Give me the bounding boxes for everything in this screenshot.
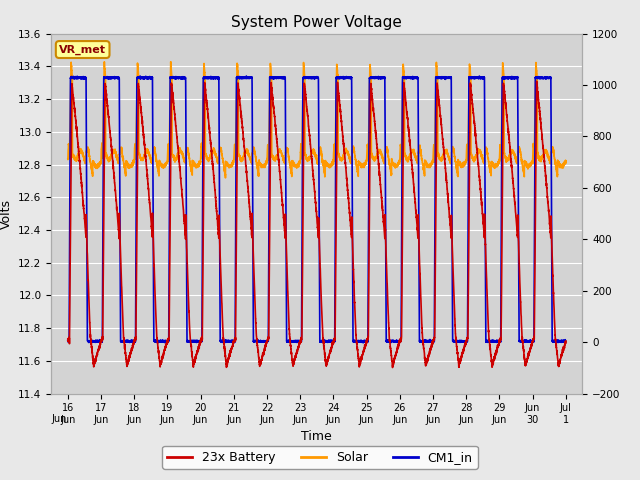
Solar [562, 158, 570, 164]
23x Battery [252, 313, 259, 319]
CM1_in [64, 338, 72, 344]
CM1_in [558, 337, 566, 343]
Solar [558, 165, 566, 170]
Solar [287, 168, 295, 174]
CM1_in [562, 338, 570, 344]
Solar [185, 152, 193, 158]
23x Battery [64, 336, 72, 342]
Solar [64, 156, 72, 162]
CM1_in [182, 161, 190, 167]
23x Battery [562, 338, 570, 344]
Y-axis label: Volts: Volts [0, 199, 13, 228]
CM1_in [180, 75, 188, 81]
CM1_in [185, 338, 193, 344]
Solar [100, 59, 108, 65]
23x Battery [180, 207, 188, 213]
23x Battery [287, 346, 295, 352]
CM1_in [476, 73, 483, 79]
Line: Solar: Solar [68, 62, 566, 178]
CM1_in [252, 337, 259, 343]
Solar [221, 175, 229, 181]
23x Battery [558, 350, 566, 356]
Legend: 23x Battery, Solar, CM1_in: 23x Battery, Solar, CM1_in [163, 446, 477, 469]
Title: System Power Voltage: System Power Voltage [232, 15, 402, 30]
X-axis label: Time: Time [301, 431, 332, 444]
Solar [182, 150, 190, 156]
Text: Jun: Jun [51, 414, 67, 424]
23x Battery [388, 365, 396, 371]
Line: CM1_in: CM1_in [68, 76, 566, 343]
CM1_in [461, 340, 469, 346]
CM1_in [287, 338, 295, 344]
23x Battery [185, 302, 193, 308]
Solar [252, 154, 259, 159]
Text: VR_met: VR_met [59, 44, 106, 55]
Line: 23x Battery: 23x Battery [68, 81, 566, 368]
Solar [180, 156, 188, 162]
23x Battery [182, 225, 190, 230]
23x Battery [533, 78, 541, 84]
